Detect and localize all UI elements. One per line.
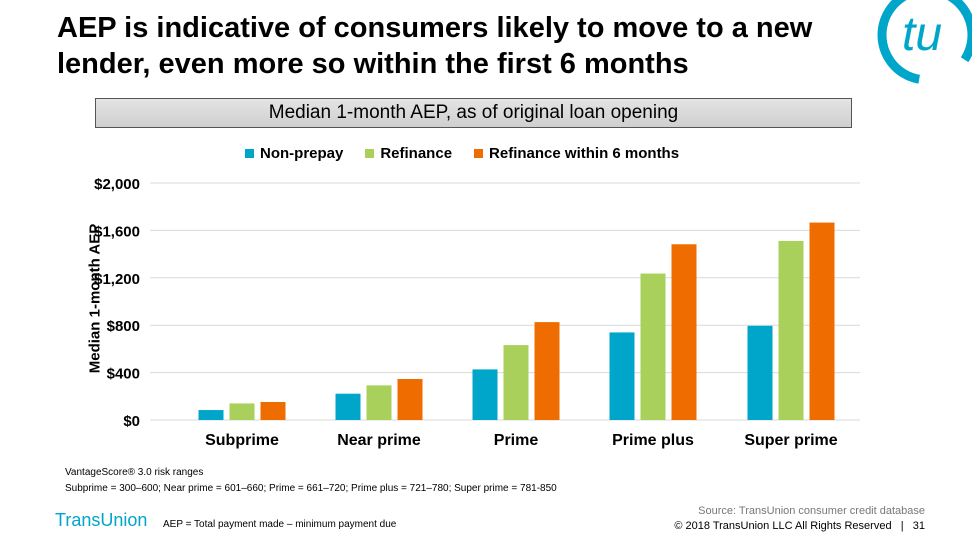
x-tick-label: Near prime — [337, 432, 421, 449]
vantagescore-note: VantageScore® 3.0 risk ranges — [65, 467, 204, 478]
y-axis-label: Median 1-month AEP — [86, 223, 104, 374]
bar-non-prepay — [747, 325, 773, 420]
legend-swatch — [245, 149, 254, 158]
bar-refinance-within-6-months — [671, 244, 697, 420]
bar-refinance — [778, 240, 804, 420]
legend-item-refinance: Refinance — [365, 145, 452, 162]
chart-subtitle-box: Median 1-month AEP, as of original loan … — [95, 98, 852, 128]
svg-text:tu: tu — [902, 8, 942, 61]
bar-non-prepay — [335, 393, 361, 420]
aep-definition: AEP = Total payment made – minimum payme… — [163, 519, 397, 530]
legend-swatch — [365, 149, 375, 158]
y-tick-label: $0 — [123, 413, 140, 430]
legend-item-non-prepay: Non-prepay — [245, 145, 343, 162]
bar-non-prepay — [198, 410, 224, 420]
y-tick-label: $1,600 — [94, 223, 140, 240]
y-tick-label: $1,200 — [94, 271, 140, 288]
bar-refinance-within-6-months — [397, 378, 423, 420]
bar-non-prepay — [609, 332, 635, 420]
bar-refinance — [640, 273, 666, 420]
x-tick-label: Prime — [494, 432, 539, 449]
legend-label: Refinance within 6 months — [489, 145, 680, 162]
y-tick-label: $400 — [107, 366, 140, 383]
transunion-logo-icon: tu — [877, 0, 972, 85]
bar-non-prepay — [472, 369, 498, 420]
slide-title: AEP is indicative of consumers likely to… — [57, 12, 813, 80]
legend-label: Non-prepay — [260, 145, 344, 162]
legend-label: Refinance — [380, 145, 453, 162]
source-note: Source: TransUnion consumer credit datab… — [698, 505, 925, 517]
risk-ranges-note: Subprime = 300–600; Near prime = 601–660… — [65, 483, 557, 494]
bar-refinance-within-6-months — [534, 322, 560, 420]
bar-refinance — [366, 385, 392, 420]
y-tick-label: $2,000 — [94, 176, 140, 193]
x-tick-label: Prime plus — [612, 432, 694, 449]
transunion-brand: TransUnion — [55, 510, 148, 530]
bar-refinance — [229, 403, 255, 420]
copyright: © 2018 TransUnion LLC All Rights Reserve… — [674, 520, 925, 532]
legend-swatch — [474, 149, 484, 158]
chart-legend: Non-prepay Refinance Refinance within 6 … — [245, 145, 679, 162]
x-tick-label: Super prime — [744, 432, 837, 449]
bar-refinance — [503, 345, 529, 420]
bar-refinance-within-6-months — [809, 222, 835, 420]
x-tick-label: Subprime — [205, 432, 279, 449]
legend-item-refinance-6m: Refinance within 6 months — [474, 145, 679, 162]
bar-refinance-within-6-months — [260, 401, 286, 420]
y-tick-label: $800 — [107, 318, 140, 335]
